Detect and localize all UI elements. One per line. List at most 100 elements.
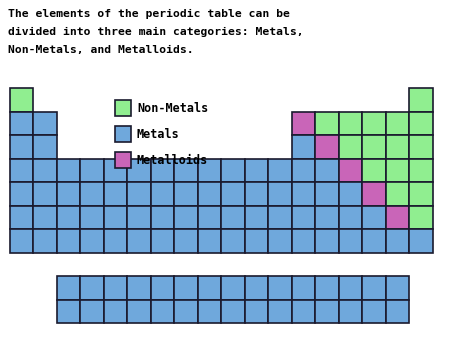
Bar [316,158,339,182]
Bar [292,229,316,252]
Bar [363,135,386,158]
Bar [10,182,34,206]
Bar [386,135,410,158]
Bar [10,158,34,182]
Bar [34,111,57,135]
Bar [292,206,316,229]
Bar [151,300,174,323]
Bar [386,111,410,135]
Bar [386,158,410,182]
Bar [57,182,81,206]
Bar [174,206,198,229]
Bar [174,182,198,206]
Bar [198,229,221,252]
Bar [104,206,128,229]
Bar [410,158,433,182]
Bar [363,158,386,182]
Bar [81,300,104,323]
Bar [268,300,292,323]
Bar [410,182,433,206]
Text: divided into three main categories: Metals,: divided into three main categories: Meta… [8,27,304,37]
Bar [386,182,410,206]
Text: Non-Metals, and Metalloids.: Non-Metals, and Metalloids. [8,45,193,55]
Bar [221,182,245,206]
Bar [268,182,292,206]
Bar [386,276,410,300]
Bar [268,276,292,300]
Bar [81,276,104,300]
Bar [198,158,221,182]
Bar [198,276,221,300]
Bar [245,276,268,300]
Bar [104,158,128,182]
Bar [104,182,128,206]
Bar [81,158,104,182]
Bar [34,135,57,158]
Bar [104,229,128,252]
Text: The elements of the periodic table can be: The elements of the periodic table can b… [8,9,290,19]
Bar [10,229,34,252]
Bar [316,206,339,229]
Bar [292,300,316,323]
Text: Non-Metals: Non-Metals [137,102,208,115]
Bar [363,300,386,323]
Bar [221,229,245,252]
Bar [221,276,245,300]
Bar [115,152,131,168]
Bar [10,135,34,158]
Bar [10,206,34,229]
Bar [316,111,339,135]
Bar [292,276,316,300]
Bar [128,206,151,229]
Bar [292,158,316,182]
Bar [151,229,174,252]
Bar [221,158,245,182]
Bar [128,276,151,300]
Bar [245,158,268,182]
Bar [221,206,245,229]
Bar [339,111,363,135]
Bar [198,206,221,229]
Bar [57,206,81,229]
Bar [10,111,34,135]
Bar [316,229,339,252]
Bar [386,300,410,323]
Bar [221,300,245,323]
Bar [316,182,339,206]
Bar [34,182,57,206]
Bar [245,206,268,229]
Bar [410,206,433,229]
Bar [104,276,128,300]
Bar [151,182,174,206]
Bar [339,206,363,229]
Bar [174,158,198,182]
Bar [339,158,363,182]
Bar [10,88,34,111]
Bar [292,135,316,158]
Bar [174,229,198,252]
Bar [174,276,198,300]
Bar [57,229,81,252]
Bar [151,276,174,300]
Bar [410,229,433,252]
Bar [115,126,131,142]
Bar [128,229,151,252]
Bar [410,111,433,135]
Bar [363,206,386,229]
Bar [128,182,151,206]
Bar [292,111,316,135]
Bar [128,300,151,323]
Bar [268,229,292,252]
Text: Metals: Metals [137,127,180,141]
Bar [198,300,221,323]
Bar [316,300,339,323]
Bar [386,206,410,229]
Bar [339,182,363,206]
Bar [57,276,81,300]
Bar [81,206,104,229]
Bar [339,135,363,158]
Bar [34,206,57,229]
Bar [292,182,316,206]
Bar [339,300,363,323]
Bar [268,206,292,229]
